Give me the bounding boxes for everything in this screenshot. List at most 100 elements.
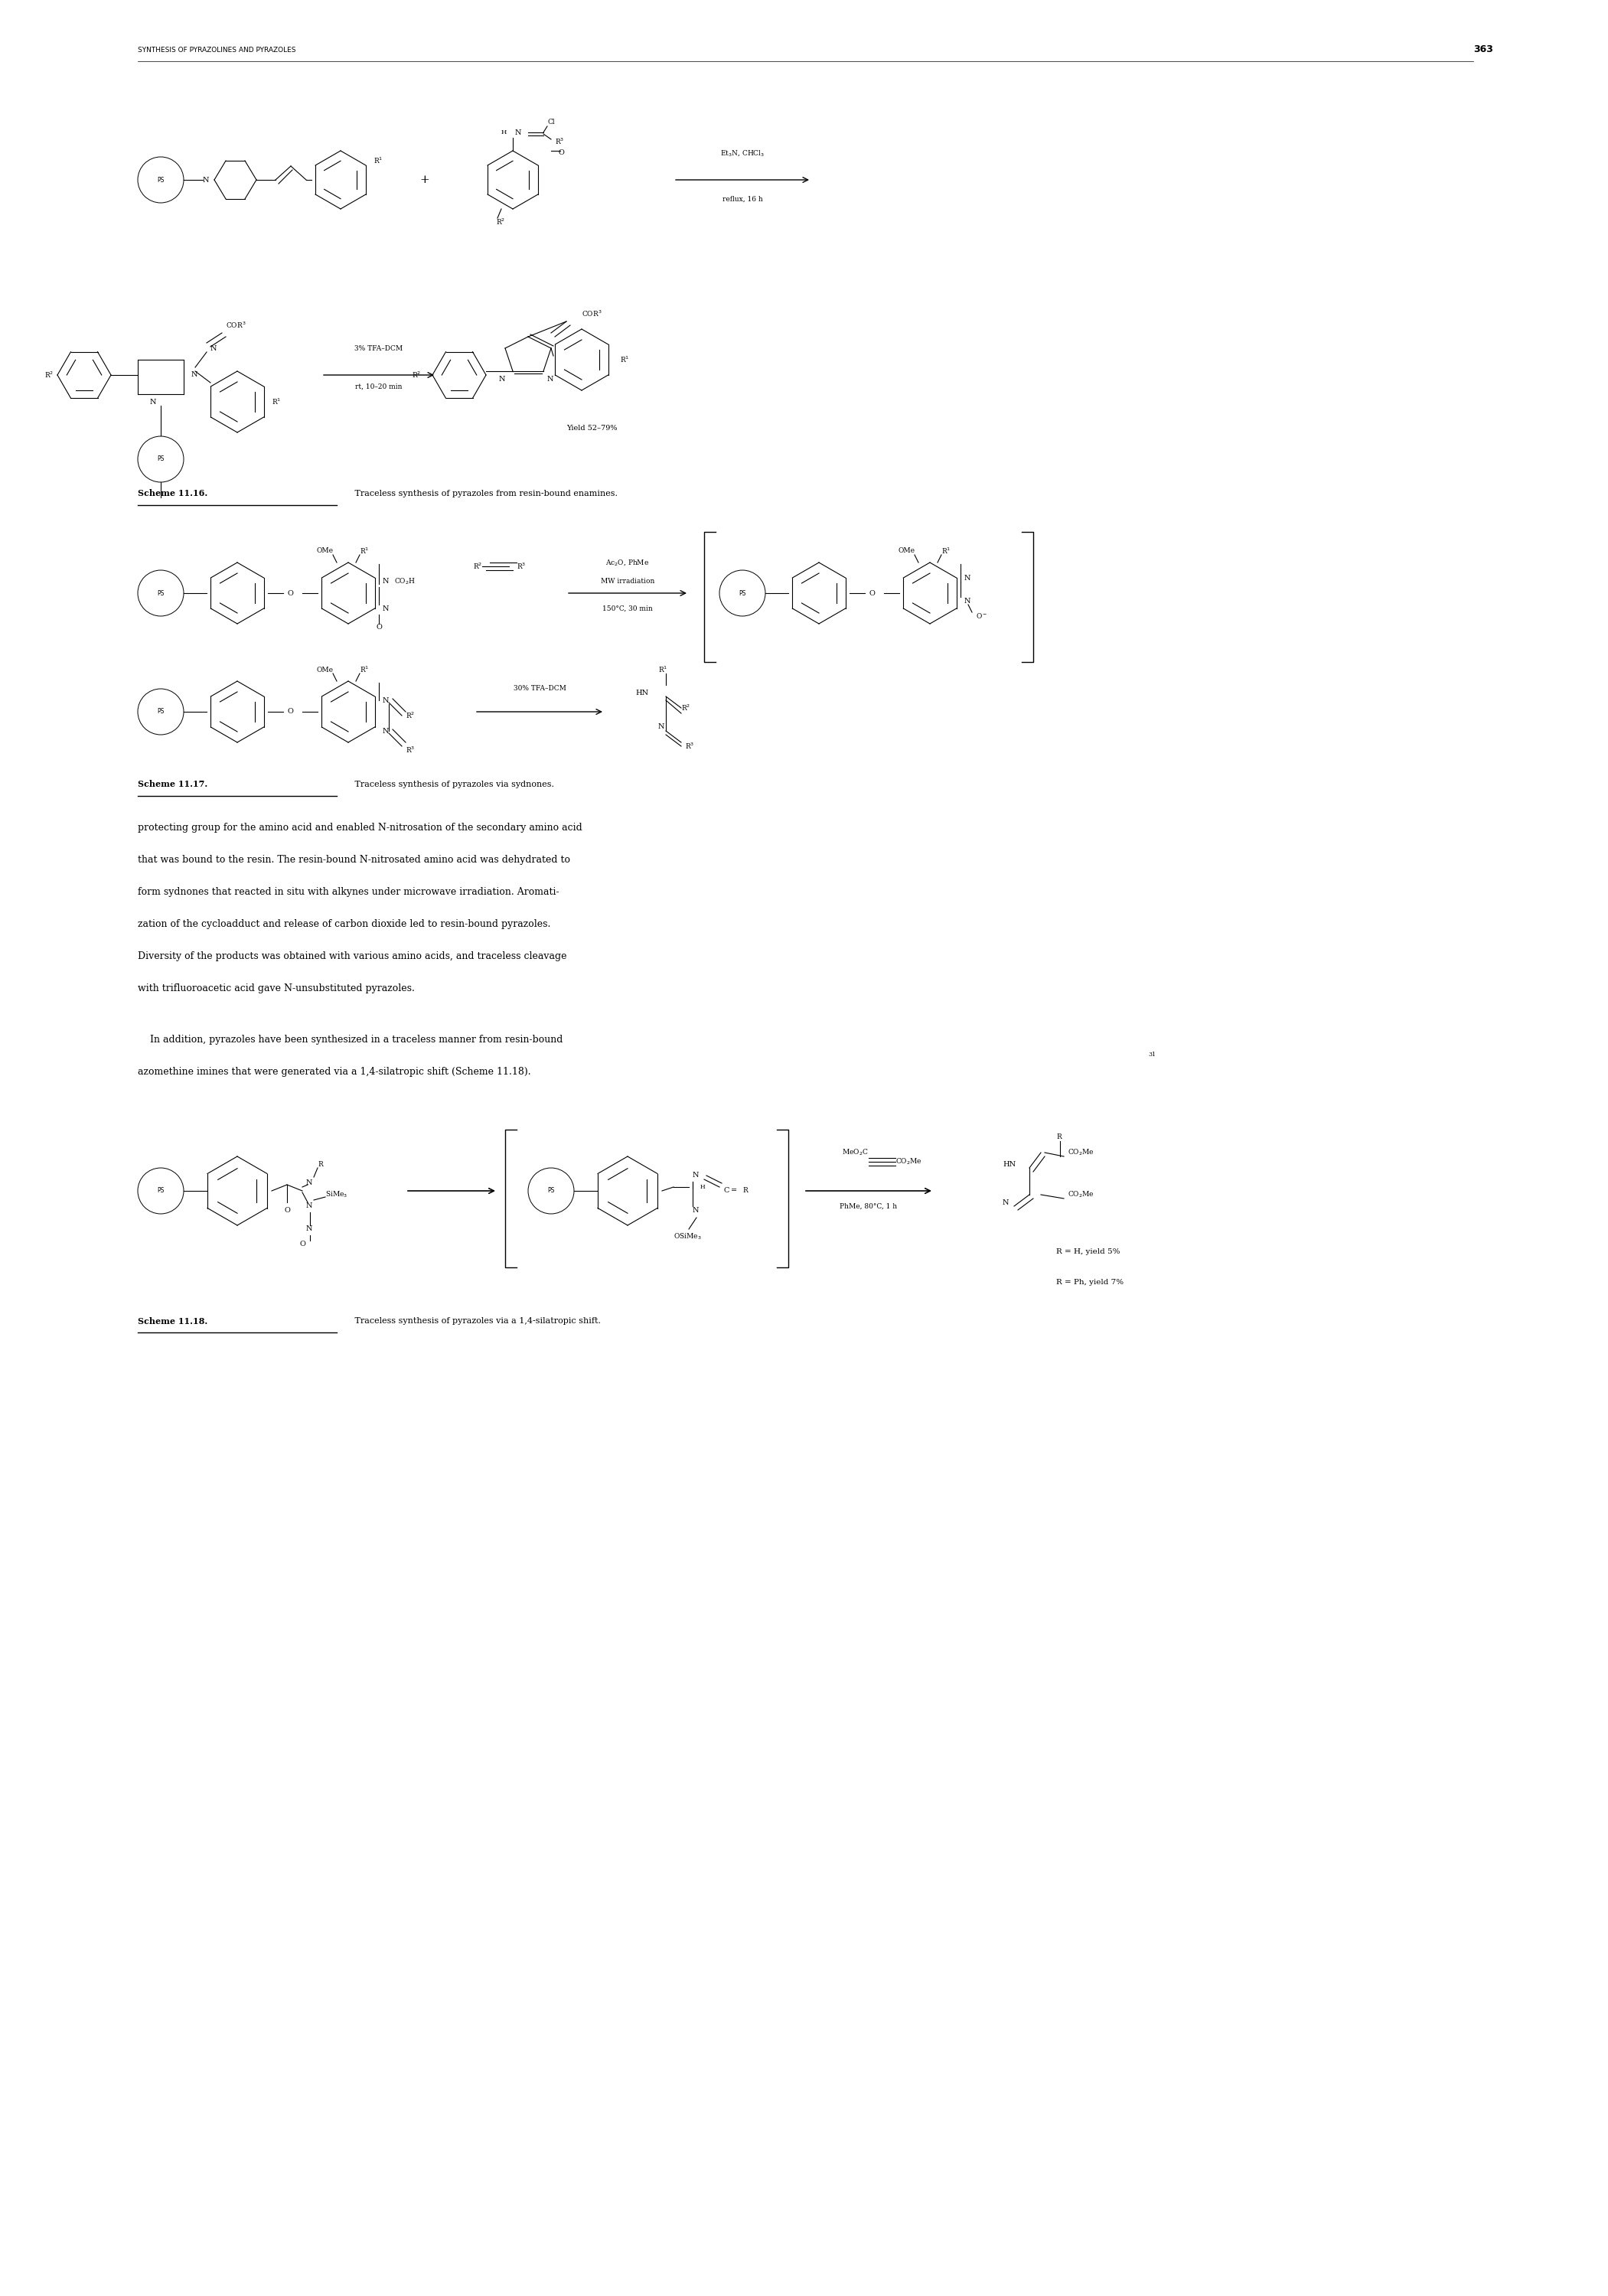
Text: Traceless synthesis of pyrazoles via a 1,4-silatropic shift.: Traceless synthesis of pyrazoles via a 1… — [352, 1318, 601, 1325]
Text: CO$_2$H: CO$_2$H — [394, 576, 415, 585]
Text: R$^1$: R$^1$ — [360, 546, 370, 556]
Text: H: H — [502, 129, 507, 135]
Text: N: N — [383, 606, 389, 613]
Text: R$^2$: R$^2$ — [412, 370, 421, 379]
Text: C: C — [724, 1187, 728, 1194]
Text: N: N — [203, 177, 209, 184]
Text: N: N — [658, 723, 664, 730]
Text: OMe: OMe — [317, 666, 334, 673]
Text: H: H — [701, 1185, 706, 1189]
Text: O: O — [376, 625, 381, 631]
Text: PS: PS — [738, 590, 746, 597]
Text: protecting group for the amino acid and enabled N-nitrosation of the secondary a: protecting group for the amino acid and … — [138, 822, 582, 833]
Text: R$^2$: R$^2$ — [495, 218, 505, 227]
Text: R: R — [743, 1187, 748, 1194]
Text: form sydnones that reacted in situ with alkynes under microwave irradiation. Aro: form sydnones that reacted in situ with … — [138, 886, 560, 898]
Text: OSiMe$_3$: OSiMe$_3$ — [674, 1233, 701, 1242]
Text: PS: PS — [158, 177, 164, 184]
Text: COR$^3$: COR$^3$ — [582, 310, 601, 319]
Text: Ac$_2$O, PhMe: Ac$_2$O, PhMe — [606, 558, 650, 567]
Circle shape — [527, 1169, 574, 1215]
Circle shape — [138, 436, 183, 482]
Text: Cl: Cl — [547, 119, 555, 126]
Text: 363: 363 — [1473, 46, 1494, 55]
Text: MeO$_2$C: MeO$_2$C — [843, 1148, 868, 1157]
Text: N: N — [306, 1203, 312, 1210]
Circle shape — [138, 156, 183, 202]
Text: R$^2$: R$^2$ — [43, 370, 53, 379]
Text: N: N — [383, 728, 389, 735]
Text: +: + — [420, 174, 429, 186]
Text: N: N — [191, 372, 198, 379]
Text: O: O — [558, 149, 564, 156]
Text: R$^1$: R$^1$ — [941, 546, 950, 556]
Text: 30% TFA–DCM: 30% TFA–DCM — [513, 684, 566, 693]
Text: SYNTHESIS OF PYRAZOLINES AND PYRAZOLES: SYNTHESIS OF PYRAZOLINES AND PYRAZOLES — [138, 46, 296, 53]
Text: =: = — [732, 1187, 736, 1194]
Text: N: N — [150, 400, 156, 404]
Text: zation of the cycloadduct and release of carbon dioxide led to resin-bound pyraz: zation of the cycloadduct and release of… — [138, 918, 550, 930]
Text: N: N — [383, 579, 389, 585]
Text: Yield 52–79%: Yield 52–79% — [566, 425, 617, 432]
Text: R$^2$: R$^2$ — [473, 563, 482, 572]
Text: O: O — [299, 1240, 306, 1249]
Text: Et$_3$N, CHCl$_3$: Et$_3$N, CHCl$_3$ — [720, 149, 765, 158]
Text: N: N — [693, 1208, 699, 1212]
Text: that was bound to the resin. The resin-bound N-nitrosated amino acid was dehydra: that was bound to the resin. The resin-b… — [138, 854, 571, 866]
Text: R$^1$: R$^1$ — [621, 356, 629, 365]
Text: Scheme 11.17.: Scheme 11.17. — [138, 781, 207, 790]
Text: R$^3$: R$^3$ — [405, 746, 415, 755]
Text: OMe: OMe — [317, 549, 334, 556]
Text: PS: PS — [158, 1187, 164, 1194]
Text: azomethine imines that were generated via a 1,4-silatropic shift (Scheme 11.18).: azomethine imines that were generated vi… — [138, 1068, 531, 1077]
Text: N: N — [211, 344, 217, 351]
Text: N: N — [383, 698, 389, 703]
Circle shape — [719, 569, 765, 615]
Text: N: N — [1003, 1199, 1010, 1205]
Text: In addition, pyrazoles have been synthesized in a traceless manner from resin-bo: In addition, pyrazoles have been synthes… — [138, 1035, 563, 1045]
Text: CO$_2$Me: CO$_2$Me — [1068, 1189, 1095, 1199]
Text: R: R — [1056, 1134, 1061, 1141]
Text: R$^1$: R$^1$ — [373, 156, 383, 165]
Text: N: N — [498, 374, 505, 381]
Text: R$^1$: R$^1$ — [658, 666, 667, 675]
Text: R$^2$: R$^2$ — [405, 712, 415, 721]
Text: with trifluoroacetic acid gave N-unsubstituted pyrazoles.: with trifluoroacetic acid gave N-unsubst… — [138, 983, 415, 994]
Text: SiMe$_3$: SiMe$_3$ — [325, 1189, 347, 1199]
Circle shape — [138, 1169, 183, 1215]
Text: N: N — [547, 374, 553, 381]
Text: 3% TFA–DCM: 3% TFA–DCM — [355, 344, 404, 351]
Text: N: N — [965, 574, 971, 581]
Text: O: O — [286, 707, 293, 716]
Text: O$^-$: O$^-$ — [976, 613, 987, 620]
Text: R$^3$: R$^3$ — [685, 742, 695, 751]
Text: N: N — [693, 1171, 699, 1180]
Text: PS: PS — [158, 590, 164, 597]
Text: N: N — [965, 597, 971, 604]
Text: O: O — [868, 590, 875, 597]
Text: R$^2$: R$^2$ — [682, 703, 690, 712]
Text: R$^3$: R$^3$ — [555, 138, 564, 147]
Text: Scheme 11.16.: Scheme 11.16. — [138, 489, 207, 498]
Text: N: N — [306, 1226, 312, 1233]
Text: CO$_2$Me: CO$_2$Me — [896, 1157, 921, 1166]
Text: O: O — [286, 590, 293, 597]
Text: R: R — [318, 1162, 323, 1166]
Text: PS: PS — [547, 1187, 555, 1194]
Text: O: O — [285, 1208, 289, 1212]
Text: reflux, 16 h: reflux, 16 h — [722, 195, 762, 202]
Text: R$^1$: R$^1$ — [360, 666, 370, 675]
Text: MW irradiation: MW irradiation — [601, 579, 654, 585]
Text: PS: PS — [158, 707, 164, 716]
Text: R = H, yield 5%: R = H, yield 5% — [1056, 1249, 1121, 1256]
Text: R$^3$: R$^3$ — [516, 563, 526, 572]
Text: N: N — [515, 129, 521, 135]
Text: R$^1$: R$^1$ — [272, 397, 281, 406]
Circle shape — [138, 689, 183, 735]
Text: R = Ph, yield 7%: R = Ph, yield 7% — [1056, 1279, 1124, 1286]
Circle shape — [138, 569, 183, 615]
Text: 31: 31 — [1148, 1052, 1156, 1058]
Text: Diversity of the products was obtained with various amino acids, and traceless c: Diversity of the products was obtained w… — [138, 951, 566, 962]
Text: 150°C, 30 min: 150°C, 30 min — [603, 606, 653, 613]
Text: Scheme 11.18.: Scheme 11.18. — [138, 1318, 207, 1325]
